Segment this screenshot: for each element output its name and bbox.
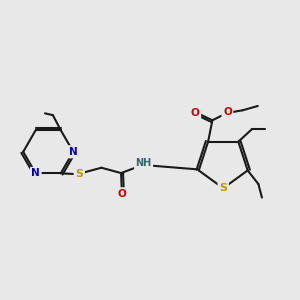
Text: S: S bbox=[75, 169, 83, 179]
Text: O: O bbox=[191, 108, 200, 118]
Text: O: O bbox=[117, 189, 126, 199]
Text: N: N bbox=[31, 168, 40, 178]
Text: O: O bbox=[223, 107, 232, 117]
Text: N: N bbox=[69, 147, 78, 157]
Text: S: S bbox=[219, 183, 227, 193]
Text: NH: NH bbox=[135, 158, 152, 168]
